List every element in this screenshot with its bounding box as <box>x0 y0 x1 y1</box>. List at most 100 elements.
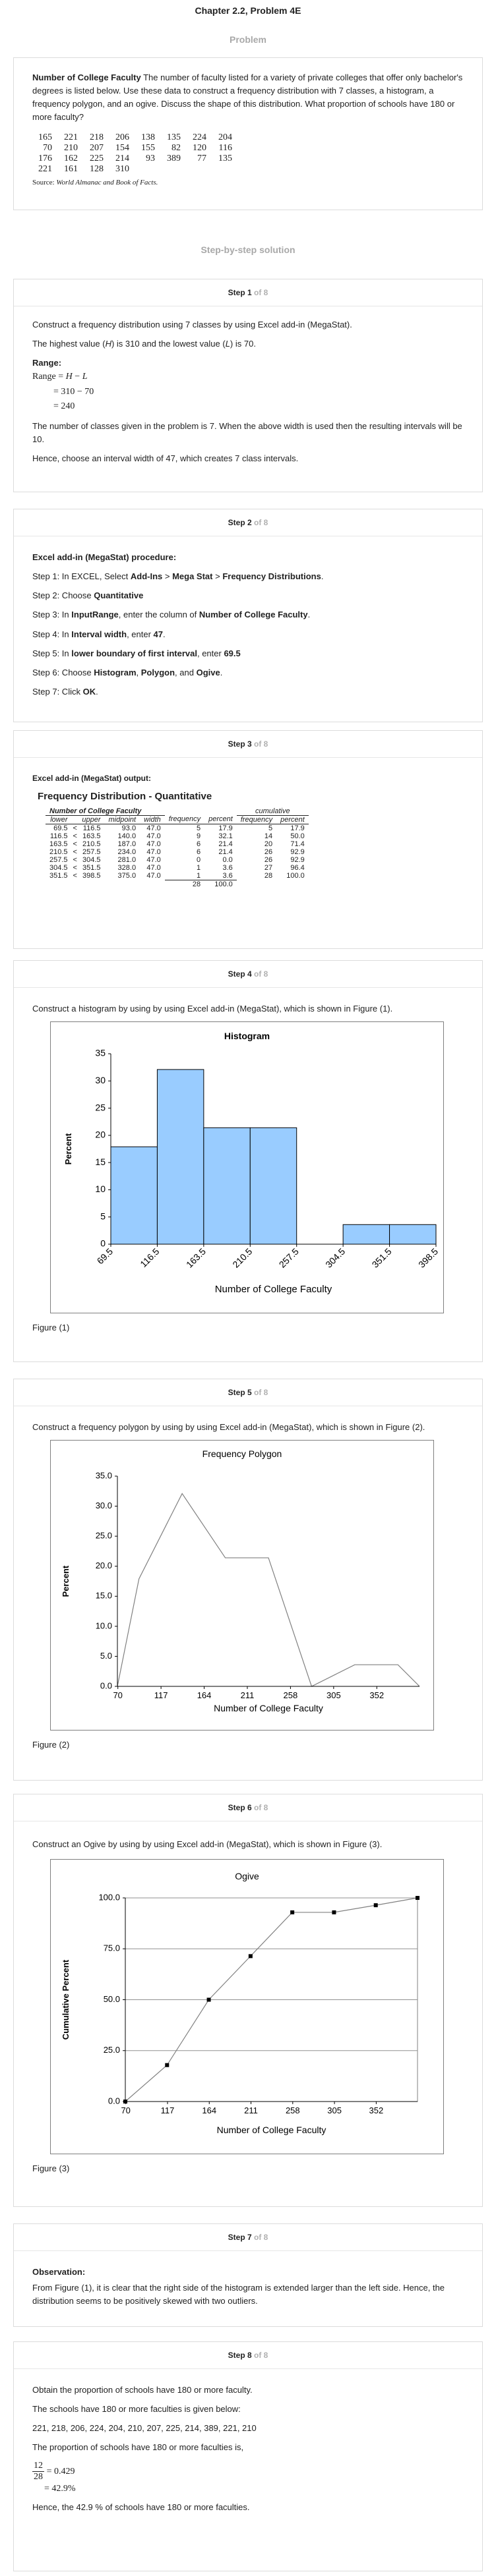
data-cell: 214 <box>115 153 129 163</box>
table-row: 257.5 <304.5 281.0 47.0 0 0.0 26 92.9 <box>46 856 309 864</box>
table-cell: < <box>73 847 77 856</box>
text: The highest value ( <box>32 339 106 349</box>
y-tick-label: 0 <box>100 1238 106 1249</box>
step-of: of 8 <box>254 1803 268 1812</box>
data-row: 70 210 207 154 155 82 120 116 <box>32 143 238 154</box>
table-cell: 47.0 <box>146 847 161 856</box>
table-cell: 92.9 <box>290 847 305 856</box>
data-cell: 135 <box>167 132 181 142</box>
heading: Observation: <box>32 2266 464 2279</box>
procedure-part: Quantitative <box>94 590 144 601</box>
spacer <box>165 807 237 816</box>
marker <box>416 1896 419 1900</box>
caption: Figure (3) <box>32 2163 70 2173</box>
text: Obtain the proportion of schools have 18… <box>32 2385 253 2395</box>
procedure-part: Step 3: In <box>32 610 72 620</box>
marker <box>290 1910 295 1914</box>
text: Construct an Ogive by using by using Exc… <box>32 1839 383 1849</box>
procedure-part: , enter the column of <box>118 610 199 620</box>
bar <box>389 1224 437 1245</box>
step-box: Step 3 of 8 Excel add-in (MegaStat) outp… <box>13 730 483 949</box>
data-row: 176 162 225 214 93 389 77 135 <box>32 154 238 164</box>
x-tick-label: 70 <box>121 2105 130 2115</box>
procedure-part: . <box>96 686 98 697</box>
table-cell: 6 <box>196 840 201 848</box>
chart-title: Histogram <box>224 1031 270 1041</box>
source-name: World Almanac and Book of Facts. <box>56 178 158 186</box>
table-cell: 71.4 <box>290 840 305 848</box>
step-box: Step 7 of 8 Observation: From Figure (1)… <box>13 2223 483 2327</box>
data-cell: 161 <box>64 163 78 174</box>
source-label: Source: <box>32 178 55 186</box>
table-cell: 140.0 <box>117 832 137 840</box>
polygon-chart: Frequency Polygon Percent Number of Colleg… <box>50 1440 434 1731</box>
y-axis-label: Cumulative Percent <box>61 1959 71 2040</box>
text: The schools have 180 or more faculties i… <box>32 2404 241 2415</box>
y-tick-label: 35 <box>95 1048 106 1058</box>
heading: Excel add-in (MegaStat) output: <box>32 772 464 785</box>
table-cell: 26 <box>264 855 273 864</box>
result: = 42.9% <box>44 2483 76 2494</box>
table-cell: 47.0 <box>146 840 161 848</box>
procedure-part: > <box>212 571 223 582</box>
table-cell: 234.0 <box>117 847 137 856</box>
data-cell: 93 <box>146 153 155 163</box>
cumulative-label: cumulative <box>236 807 309 816</box>
text: From Figure (1), it is clear that the ri… <box>32 2283 445 2306</box>
bar <box>156 1069 204 1245</box>
data-cell: 162 <box>64 153 78 163</box>
data-cell: 210 <box>64 142 78 153</box>
procedure-part: OK <box>82 686 96 697</box>
data-row: 221 161 128 310 <box>32 164 238 175</box>
text: 221, 218, 206, 224, 204, 210, 207, 225, … <box>32 2423 257 2434</box>
y-tick-label: 25.0 <box>96 1531 112 1541</box>
chart-title: Ogive <box>235 1871 259 1881</box>
table-cell: 26 <box>264 847 273 856</box>
marker <box>206 1997 211 2002</box>
numerator: 12 <box>32 2460 44 2472</box>
step-of: of 8 <box>254 739 268 749</box>
group-label: Number of College Faculty <box>46 807 165 816</box>
procedure-part: . <box>321 571 324 582</box>
data-table: 165 221 218 206 138 135 224 204 70 210 207 154 155 82… <box>32 132 238 175</box>
table-cell: 187.0 <box>117 840 137 848</box>
x-tick-label: 117 <box>161 2105 175 2115</box>
column-header: upper <box>71 815 105 824</box>
text: ) is 310 and the lowest value ( <box>111 339 226 349</box>
table-cell: 351.5 <box>49 871 68 880</box>
step-label: Step 5 <box>228 1388 252 1397</box>
table-cell: 210.5 <box>82 840 101 848</box>
table-cell: 116.5 <box>82 824 101 832</box>
x-tick-label: 117 <box>154 1690 168 1700</box>
procedure-part: Ogive <box>196 667 220 677</box>
symbol: H <box>105 339 111 349</box>
procedure-part: , and <box>175 667 197 677</box>
procedure-line: Step 5: In lower boundary of first inter… <box>32 647 464 660</box>
table-cell: 351.5 <box>82 863 101 872</box>
procedure-part: Step 5: In <box>32 648 72 658</box>
data-cell: 128 <box>90 163 104 174</box>
step-of: of 8 <box>254 2233 268 2242</box>
table-cell: 1 <box>196 863 201 872</box>
y-tick-label: 20 <box>95 1130 106 1140</box>
data-cell: 218 <box>90 132 104 142</box>
step-header: Step 2 of 8 <box>14 509 482 536</box>
procedure-part: 47 <box>153 629 163 639</box>
step-box: Step 8 of 8 Obtain the proportion of sch… <box>13 2341 483 2571</box>
formula-part: − <box>72 372 82 382</box>
bar <box>249 1127 297 1245</box>
text: The highest value (H) is 310 and the low… <box>32 337 464 351</box>
procedure-part: Frequency Distributions <box>222 571 321 582</box>
table-cell: 5 <box>196 824 201 832</box>
x-tick-label: 211 <box>241 1690 255 1700</box>
problem-body: The number of faculty listed for a varie… <box>32 72 463 123</box>
data-cell: 70 <box>43 142 52 153</box>
bar <box>342 1224 390 1245</box>
procedure-part: Number of College Faculty <box>199 610 308 620</box>
denominator: 28 <box>34 2471 43 2482</box>
text: The proportion of schools have 180 or mo… <box>32 2442 244 2453</box>
procedure-part: 69.5 <box>224 648 241 658</box>
table-row: 116.5 <163.5 140.0 47.0 9 32.1 14 50.0 <box>46 832 309 840</box>
table-row: 69.5 <116.5 93.0 47.0 5 17.9 5 17.9 <box>46 824 309 832</box>
